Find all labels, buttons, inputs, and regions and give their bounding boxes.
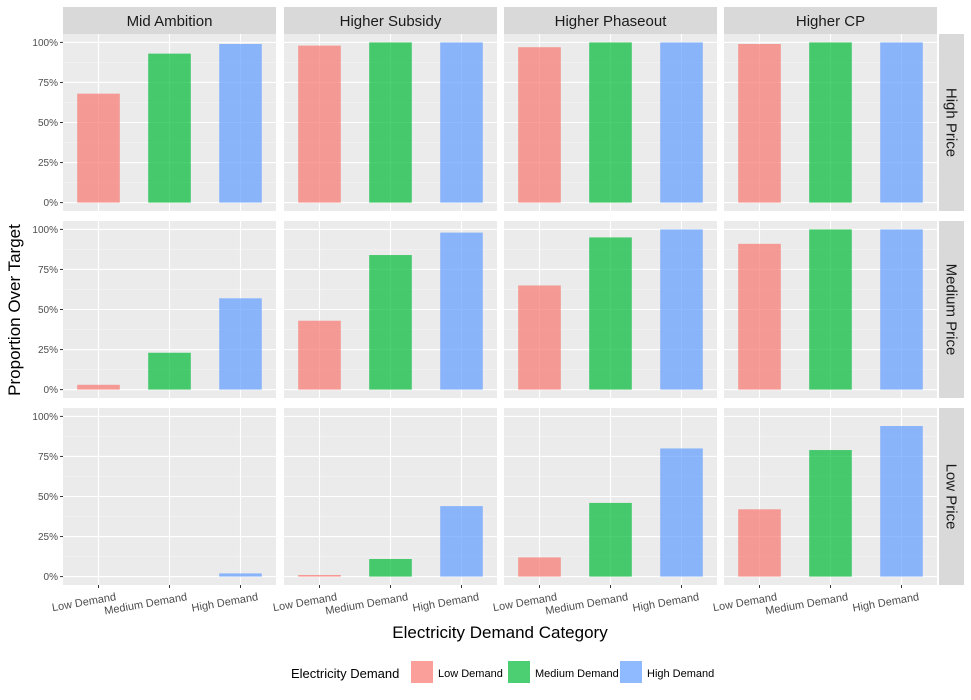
legend-title: Electricity Demand — [291, 666, 399, 681]
legend-label: Low Demand — [438, 668, 503, 680]
bar-medium-price-higher-cp-high-demand — [880, 229, 923, 390]
facet-strip-medium-price — [939, 221, 964, 398]
facet-strip-higher-phaseout — [504, 7, 717, 34]
bar-high-price-higher-subsidy-medium-demand — [369, 42, 412, 203]
y-tick-label: 0% — [44, 198, 59, 209]
bar-low-price-higher-phaseout-medium-demand — [589, 502, 632, 577]
facet-strip-higher-subsidy — [284, 7, 497, 34]
facet-strip-low-price — [939, 408, 964, 585]
facet-row-label: Low Price — [943, 464, 960, 530]
legend-label: Medium Demand — [535, 668, 619, 680]
y-tick-label: 75% — [38, 78, 58, 89]
bar-medium-price-higher-phaseout-high-demand — [660, 229, 703, 390]
y-tick-label: 100% — [32, 38, 58, 49]
facet-column-label: Higher Subsidy — [340, 13, 442, 30]
bar-low-price-higher-cp-medium-demand — [809, 450, 852, 577]
facet-row-label: High Price — [943, 88, 960, 157]
y-tick-label: 50% — [38, 305, 58, 316]
bar-high-price-higher-subsidy-high-demand — [440, 42, 483, 203]
legend-label: High Demand — [647, 668, 714, 680]
bar-high-price-higher-phaseout-high-demand — [660, 42, 703, 203]
x-tick-label: High Demand — [632, 591, 700, 614]
facet-column-label: Mid Ambition — [127, 13, 213, 30]
facet-strip-high-price — [939, 34, 964, 211]
bar-medium-price-higher-phaseout-low-demand — [518, 285, 561, 390]
y-tick-label: 50% — [38, 492, 58, 503]
bar-low-price-higher-cp-high-demand — [880, 426, 923, 577]
bar-low-price-mid-ambition-high-demand — [219, 573, 262, 577]
bar-low-price-higher-phaseout-low-demand — [518, 557, 561, 577]
bar-medium-price-higher-cp-medium-demand — [809, 229, 852, 390]
y-tick-label: 25% — [38, 158, 58, 169]
x-tick-label: Medium Demand — [764, 591, 849, 617]
bar-high-price-mid-ambition-medium-demand — [148, 53, 191, 203]
bar-high-price-higher-subsidy-low-demand — [298, 45, 341, 203]
facet-column-label: Higher CP — [796, 13, 865, 30]
bar-medium-price-mid-ambition-low-demand — [77, 384, 120, 390]
bar-high-price-higher-phaseout-low-demand — [518, 47, 561, 203]
x-axis-title: Electricity Demand Category — [392, 623, 608, 642]
y-tick-label: 75% — [38, 452, 58, 463]
y-tick-label: 25% — [38, 345, 58, 356]
bar-low-price-higher-subsidy-medium-demand — [369, 558, 412, 577]
facet-strip-mid-ambition — [63, 7, 276, 34]
bar-medium-price-higher-subsidy-low-demand — [298, 320, 341, 390]
bar-high-price-higher-cp-medium-demand — [809, 42, 852, 203]
y-tick-label: 0% — [44, 572, 59, 583]
bar-high-price-mid-ambition-high-demand — [219, 44, 262, 203]
bar-high-price-higher-phaseout-medium-demand — [589, 42, 632, 203]
bar-medium-price-higher-phaseout-medium-demand — [589, 237, 632, 390]
bar-medium-price-higher-cp-low-demand — [738, 243, 781, 390]
x-tick-label: Medium Demand — [544, 591, 629, 617]
bar-medium-price-higher-subsidy-high-demand — [440, 232, 483, 390]
legend-swatch-high-demand — [620, 661, 642, 683]
bar-high-price-higher-cp-high-demand — [880, 42, 923, 203]
x-tick-label: High Demand — [191, 591, 259, 614]
facet-row-label: Medium Price — [943, 264, 960, 356]
y-tick-label: 75% — [38, 265, 58, 276]
bar-high-price-mid-ambition-low-demand — [77, 93, 120, 203]
bar-medium-price-higher-subsidy-medium-demand — [369, 255, 412, 390]
bar-low-price-higher-phaseout-high-demand — [660, 448, 703, 577]
bar-medium-price-mid-ambition-medium-demand — [148, 352, 191, 390]
y-tick-label: 100% — [32, 412, 58, 423]
facet-column-label: Higher Phaseout — [555, 13, 668, 30]
legend-swatch-medium-demand — [508, 661, 530, 683]
y-tick-label: 0% — [44, 385, 59, 396]
y-tick-label: 50% — [38, 118, 58, 129]
bar-low-price-higher-subsidy-low-demand — [298, 574, 341, 577]
legend-swatch-low-demand — [411, 661, 433, 683]
bar-high-price-higher-cp-low-demand — [738, 44, 781, 203]
bar-low-price-higher-cp-low-demand — [738, 509, 781, 577]
x-tick-label: Medium Demand — [324, 591, 409, 617]
x-tick-label: High Demand — [412, 591, 480, 614]
x-tick-label: Medium Demand — [103, 591, 188, 617]
bar-medium-price-mid-ambition-high-demand — [219, 298, 262, 390]
y-tick-label: 25% — [38, 532, 58, 543]
bar-low-price-higher-subsidy-high-demand — [440, 506, 483, 577]
facet-strip-higher-cp — [724, 7, 937, 34]
y-axis-title: Proportion Over Target — [5, 224, 24, 396]
y-tick-label: 100% — [32, 225, 58, 236]
x-tick-label: High Demand — [852, 591, 920, 614]
